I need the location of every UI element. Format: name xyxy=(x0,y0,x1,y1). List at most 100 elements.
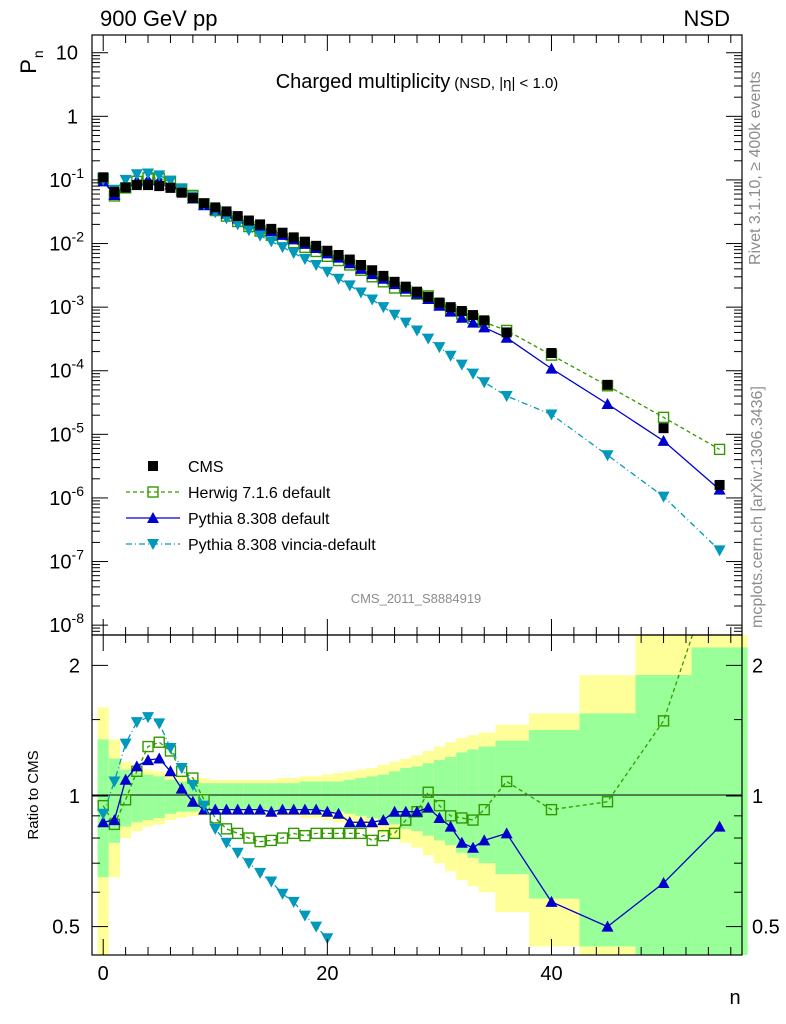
top-ytick-exponent: -5 xyxy=(72,419,85,435)
ratio-series-1-point xyxy=(276,803,289,815)
cms-point xyxy=(434,297,445,308)
stat-band-bin xyxy=(153,776,165,818)
ratio-series-0-point xyxy=(657,715,670,727)
series-1-point xyxy=(545,362,558,374)
top-ytick-label: 10-3 xyxy=(49,292,84,319)
ratio-series-2-point xyxy=(276,888,289,900)
cms-point xyxy=(367,265,378,276)
ratio-series-1-point xyxy=(209,803,222,815)
series-2-point xyxy=(142,168,155,180)
legend-label: Pythia 8.308 default xyxy=(188,511,330,528)
series-line-0 xyxy=(102,177,720,450)
ratio-series-1-point xyxy=(500,827,513,839)
stat-band-bin xyxy=(299,781,311,812)
ratio-series-2-point xyxy=(209,823,222,835)
top-ytick-exponent: -8 xyxy=(72,610,85,626)
series-2-point xyxy=(713,545,726,557)
top-ytick-exponent: -6 xyxy=(72,483,85,499)
plot-title-main: Charged multiplicity xyxy=(276,71,451,93)
top-ytick-base: 10 xyxy=(49,615,71,637)
cms-point xyxy=(468,310,479,321)
stat-band-bin xyxy=(495,740,530,875)
series-2-point xyxy=(287,247,300,259)
ratio-series-0-point xyxy=(601,796,614,808)
top-ytick-base: 10 xyxy=(49,424,71,446)
ratio-line-1 xyxy=(103,757,721,928)
series-2-point xyxy=(332,273,345,285)
ratio-series-0-point xyxy=(545,803,558,816)
energy-label: 900 GeV pp xyxy=(100,6,217,31)
ratio-series-1-point xyxy=(175,782,188,794)
ratio-series-0-point xyxy=(119,794,132,806)
ratio-series-2-point xyxy=(164,743,177,755)
xtick-label: 20 xyxy=(316,963,338,985)
series-2-point xyxy=(354,287,367,299)
ratio-series-0-point xyxy=(220,823,233,835)
cms-point xyxy=(154,181,165,192)
ratio-ytick-label-left: 2 xyxy=(69,655,80,677)
stat-band-bin xyxy=(265,783,277,810)
ratio-series-2-point xyxy=(108,776,121,788)
cms-point xyxy=(479,315,490,326)
ratio-ytick-label-right: 2 xyxy=(752,655,763,677)
series-2-point xyxy=(130,169,143,181)
ratio-series-1-point xyxy=(601,920,614,932)
series-2-point xyxy=(478,377,491,389)
top-ytick-exponent: -7 xyxy=(72,547,85,563)
ratio-series-0-point xyxy=(388,827,401,840)
cms-point xyxy=(400,281,411,292)
ratio-series-1-point xyxy=(287,803,300,815)
ratio-series-2-point xyxy=(287,896,300,908)
cms-point xyxy=(389,276,400,287)
ratio-series-2-point xyxy=(321,933,334,945)
ratio-series-1-point xyxy=(108,814,121,826)
cms-point xyxy=(187,192,198,203)
ratio-series-2-point xyxy=(220,837,233,849)
series-2-point xyxy=(377,302,390,314)
ratio-series-1-point xyxy=(399,805,412,817)
ratio-series-1-point xyxy=(130,760,143,772)
axis-ticks xyxy=(92,35,742,955)
stat-band-bin xyxy=(176,781,188,812)
ratio-series-0-point xyxy=(366,834,378,847)
top-ytick-label: 1 xyxy=(67,106,78,128)
ratio-series-0-point xyxy=(288,827,300,840)
series-2-point xyxy=(153,170,166,182)
ratio-series-0-point xyxy=(142,740,154,753)
ratio-series-1-point xyxy=(354,816,367,828)
ratio-series-1-point xyxy=(231,803,244,815)
cms-point xyxy=(266,223,277,234)
ratio-series-1-point xyxy=(164,765,177,777)
top-ytick-label: 10-4 xyxy=(49,356,84,383)
top-ylabel-sub: n xyxy=(30,50,46,58)
stat-band-bin xyxy=(332,781,345,812)
series-2-point xyxy=(366,294,379,306)
cms-point xyxy=(109,186,120,197)
ratio-series-0-point xyxy=(153,736,165,748)
ratio-series-0-point xyxy=(321,827,334,840)
series-2-point xyxy=(601,450,614,462)
series-2-point xyxy=(119,174,132,186)
ratio-series-1-point xyxy=(153,752,166,764)
ratio-series-1-point xyxy=(713,820,726,832)
ratio-series-0-point xyxy=(254,835,266,848)
cms-point xyxy=(602,379,613,390)
top-ytick-base: 10 xyxy=(49,488,71,510)
mcplots-credit: mcplots.cern.ch [arXiv:1306.3436] xyxy=(749,386,766,628)
ratio-series-1-point xyxy=(377,814,390,826)
top-ytick-exponent: -3 xyxy=(72,292,85,308)
cms-point xyxy=(445,302,456,313)
ratio-series-2-point xyxy=(142,712,155,724)
cms-point xyxy=(311,240,322,251)
series-2-point xyxy=(657,491,670,503)
ratio-series-0-point xyxy=(332,827,345,840)
cms-point xyxy=(501,327,512,338)
legend-label: Pythia 8.308 vincia-default xyxy=(188,537,376,554)
stat-band-bin xyxy=(209,783,221,810)
ratio-series-2-point xyxy=(242,858,255,870)
analysis-id: CMS_2011_S8884919 xyxy=(351,591,482,606)
stat-band-bin xyxy=(220,783,233,810)
legend-marker xyxy=(147,486,159,498)
series-2-point xyxy=(545,409,558,421)
cms-point xyxy=(199,198,210,209)
